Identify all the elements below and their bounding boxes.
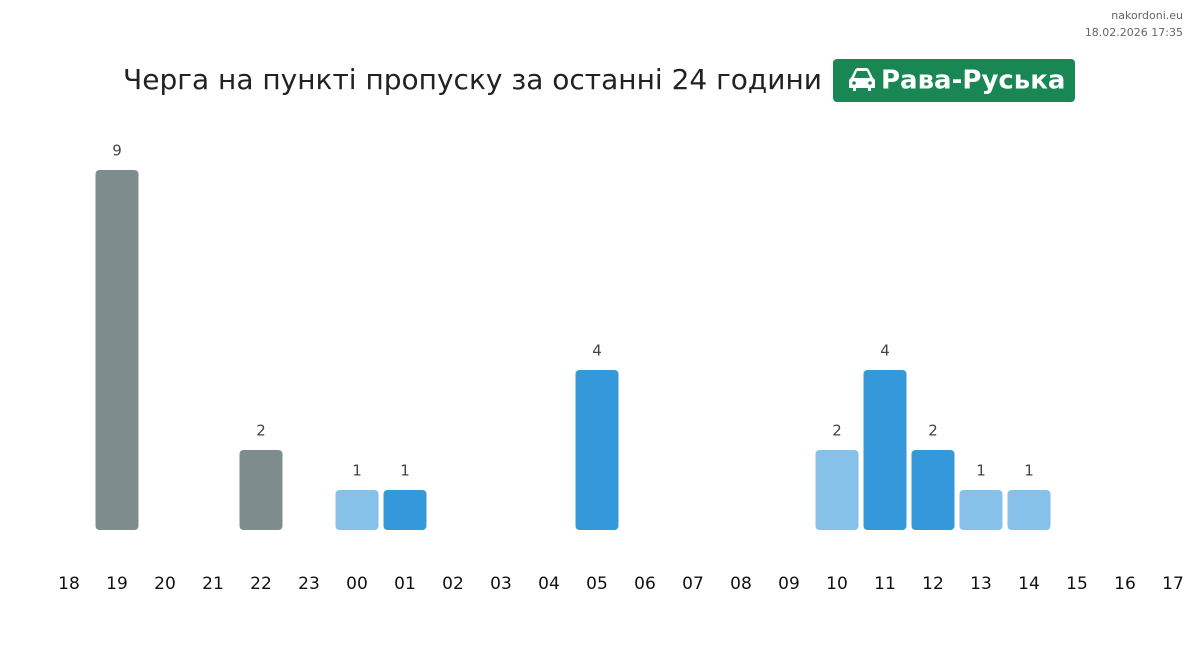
value-label: 2 — [256, 422, 266, 440]
value-label: 2 — [928, 422, 938, 440]
value-label: 4 — [880, 342, 890, 360]
value-label: 9 — [112, 142, 122, 160]
value-label: 1 — [400, 462, 410, 480]
bar — [1007, 490, 1051, 530]
value-label: 2 — [832, 422, 842, 440]
x-tick-label: 12 — [922, 574, 944, 594]
x-tick-label: 10 — [826, 574, 848, 594]
x-tick-label: 17 — [1162, 574, 1184, 594]
x-tick-label: 22 — [250, 574, 272, 594]
x-tick-label: 13 — [970, 574, 992, 594]
bar — [335, 490, 379, 530]
x-tick-label: 03 — [490, 574, 512, 594]
bar — [239, 450, 283, 530]
x-tick-label: 00 — [346, 574, 368, 594]
x-tick-label: 18 — [58, 574, 80, 594]
x-tick-label: 16 — [1114, 574, 1136, 594]
x-tick-label: 15 — [1066, 574, 1088, 594]
timestamp: 18.02.2026 17:35 — [1085, 26, 1183, 39]
x-tick-label: 19 — [106, 574, 128, 594]
x-tick-label: 14 — [1018, 574, 1040, 594]
badge-bg — [833, 59, 1075, 102]
x-tick-label: 02 — [442, 574, 464, 594]
badge: Рава-Руська — [881, 66, 1065, 96]
x-tick-label: 11 — [874, 574, 896, 594]
chart-title: Черга на пункті пропуску за останні 24 г… — [123, 63, 822, 96]
bar — [863, 370, 907, 530]
x-tick-label: 09 — [778, 574, 800, 594]
bar — [383, 490, 427, 530]
x-tick-label: 04 — [538, 574, 560, 594]
x-tick-label: 07 — [682, 574, 704, 594]
bar — [575, 370, 619, 530]
value-label: 1 — [976, 462, 986, 480]
value-label: 4 — [592, 342, 602, 360]
x-tick-label: 23 — [298, 574, 320, 594]
x-tick-label: 20 — [154, 574, 176, 594]
bar — [959, 490, 1003, 530]
value-label: 1 — [352, 462, 362, 480]
bar — [815, 450, 859, 530]
x-tick-label: 06 — [634, 574, 656, 594]
x-tick-label: 01 — [394, 574, 416, 594]
bar — [95, 170, 139, 530]
x-tick-label: 08 — [730, 574, 752, 594]
car-icon — [849, 68, 875, 91]
x-tick-label: 05 — [586, 574, 608, 594]
site: nakordoni.eu — [1111, 9, 1183, 22]
bar — [911, 450, 955, 530]
x-tick-label: 21 — [202, 574, 224, 594]
value-label: 1 — [1024, 462, 1034, 480]
